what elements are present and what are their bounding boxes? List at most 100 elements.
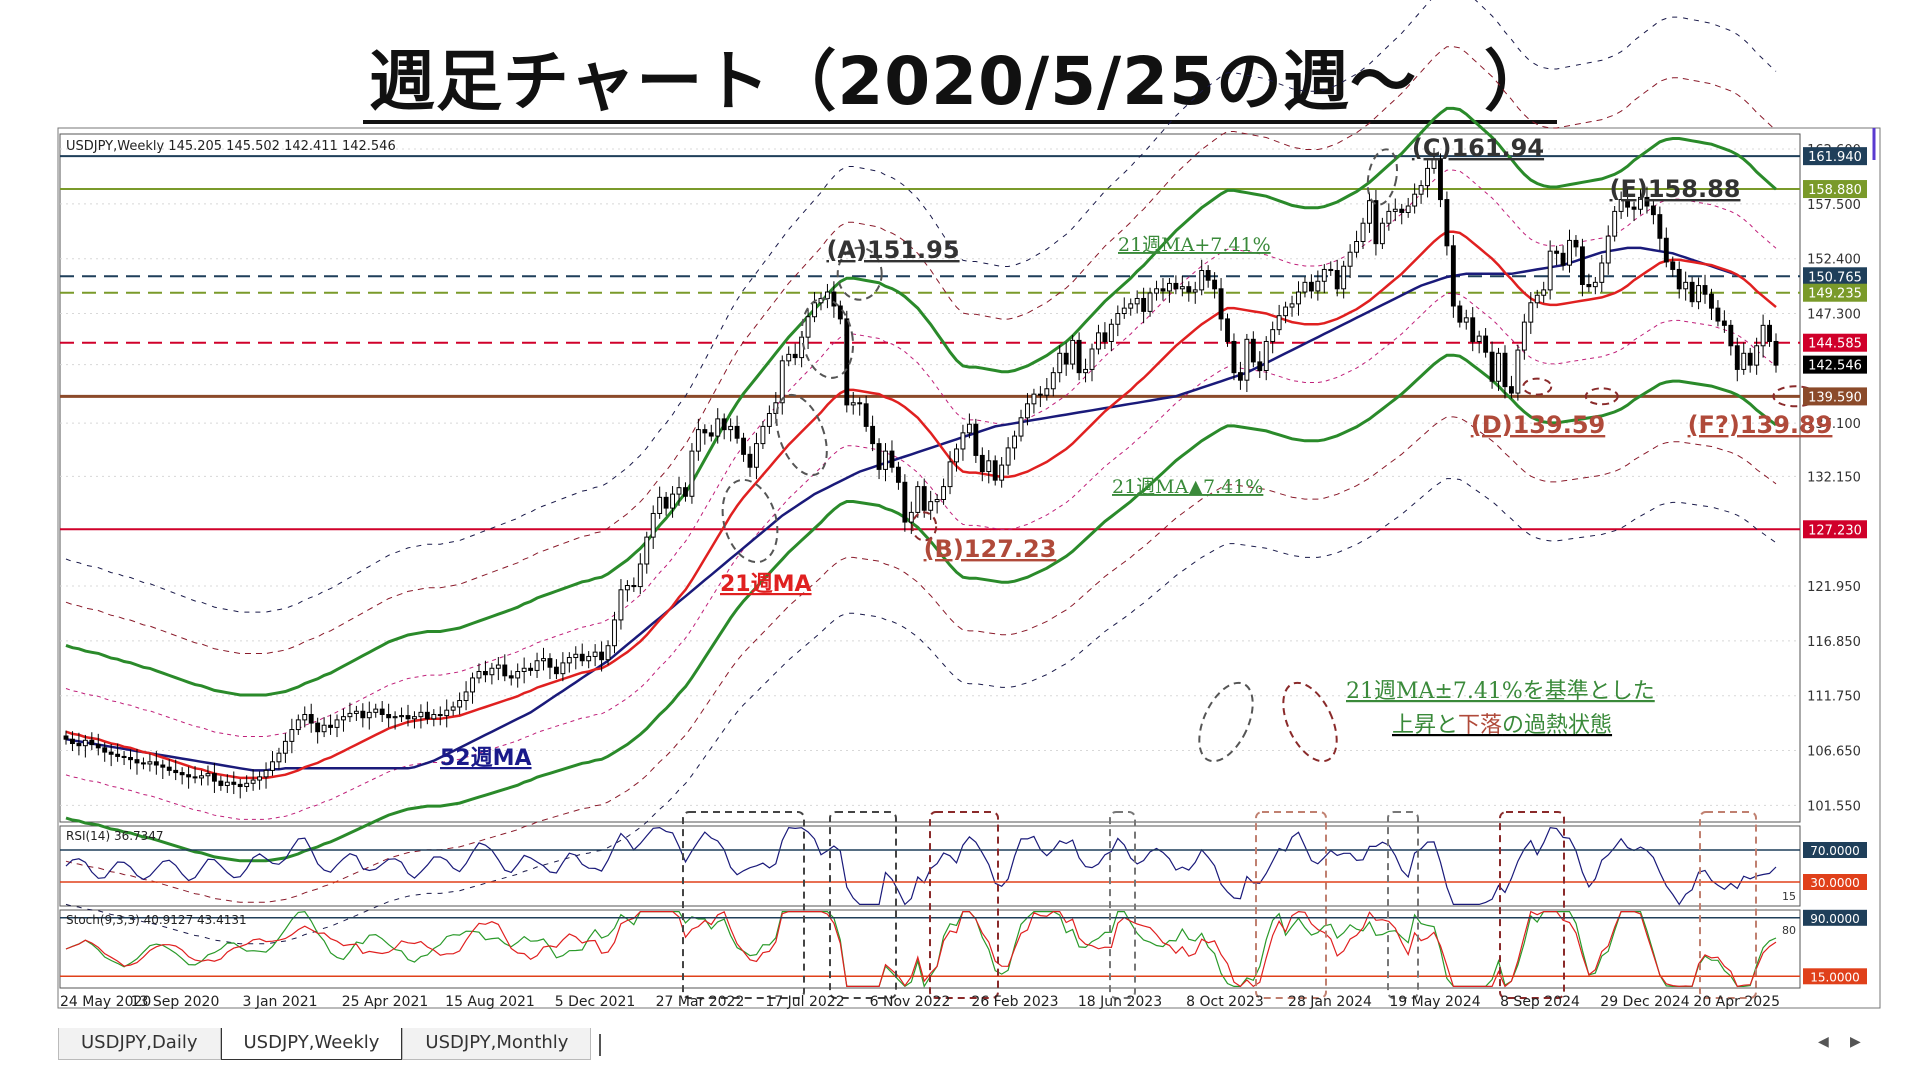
candle bbox=[1089, 343, 1095, 382]
candle bbox=[418, 704, 424, 729]
candle-body bbox=[528, 667, 534, 671]
candle bbox=[1696, 277, 1702, 310]
candle-body bbox=[341, 716, 346, 721]
candle bbox=[1734, 337, 1740, 382]
candle-body bbox=[295, 719, 301, 731]
candle-body bbox=[1231, 340, 1237, 374]
candle-body bbox=[1186, 286, 1192, 293]
candle-body bbox=[766, 413, 772, 427]
candle-body bbox=[89, 739, 95, 746]
candle bbox=[1657, 206, 1663, 251]
candle-body bbox=[818, 297, 824, 304]
candle bbox=[1192, 281, 1198, 304]
candle bbox=[1489, 341, 1495, 389]
candle bbox=[1773, 333, 1779, 373]
candle bbox=[637, 553, 643, 595]
candle bbox=[1315, 270, 1321, 301]
candle-body bbox=[734, 425, 740, 439]
usdjpy-weekly-chart[interactable]: 162.600157.500152.400147.300142.546137.1… bbox=[0, 0, 1920, 1020]
candle bbox=[850, 392, 856, 415]
candle bbox=[282, 733, 288, 763]
candle bbox=[276, 747, 282, 770]
candle-body bbox=[947, 461, 953, 488]
candle bbox=[1747, 347, 1753, 373]
candle bbox=[134, 748, 140, 775]
candle-body bbox=[76, 743, 82, 747]
overheat-ellipse-6 bbox=[1522, 377, 1553, 396]
candle-body bbox=[1173, 282, 1179, 290]
candle bbox=[63, 730, 69, 745]
candle-body bbox=[1244, 338, 1250, 381]
candle-body bbox=[824, 291, 830, 299]
candle-body bbox=[1760, 324, 1766, 347]
candle-body bbox=[412, 716, 417, 720]
candle bbox=[224, 774, 230, 793]
price-tick-label: 137.100 bbox=[1807, 417, 1861, 432]
band-minus15 bbox=[65, 416, 1777, 903]
scroll-right-icon[interactable]: ▶ bbox=[1850, 1034, 1861, 1050]
candle-body bbox=[1089, 348, 1095, 370]
candle-body bbox=[1347, 251, 1353, 267]
candle bbox=[1263, 336, 1269, 381]
candle bbox=[708, 424, 714, 442]
candle-body bbox=[1031, 393, 1037, 405]
candle-body bbox=[1631, 206, 1637, 210]
candle bbox=[1644, 186, 1650, 214]
candle bbox=[192, 766, 198, 784]
candle bbox=[1528, 292, 1534, 334]
tab-usdjpy-daily[interactable]: USDJPY,Daily bbox=[58, 1028, 221, 1060]
candle bbox=[599, 641, 605, 672]
candle bbox=[1347, 244, 1353, 279]
date-tick-label: 17 Jul 2022 bbox=[765, 994, 844, 1010]
candle-body bbox=[147, 761, 153, 765]
candle-body bbox=[70, 738, 75, 745]
candle-body bbox=[102, 747, 108, 753]
candle bbox=[1521, 314, 1527, 360]
candle bbox=[1425, 160, 1430, 198]
candle bbox=[231, 771, 237, 795]
candle bbox=[199, 770, 204, 786]
candle-body bbox=[1121, 307, 1127, 315]
candle bbox=[508, 670, 514, 686]
candle-body bbox=[470, 677, 475, 693]
candle-body bbox=[599, 651, 605, 661]
candle bbox=[747, 446, 753, 477]
candle bbox=[573, 646, 579, 670]
candle bbox=[1412, 183, 1418, 214]
candle-body bbox=[573, 653, 579, 659]
level-price-tag bbox=[1803, 520, 1867, 539]
candle bbox=[399, 707, 404, 723]
tab-usdjpy-weekly[interactable]: USDJPY,Weekly bbox=[220, 1028, 403, 1060]
candle bbox=[960, 424, 966, 461]
level-price-label: 158.880 bbox=[1808, 183, 1862, 198]
candle-body bbox=[1663, 237, 1669, 263]
candle bbox=[1683, 271, 1689, 301]
candle-body bbox=[1160, 288, 1166, 292]
overheat-ellipse-4 bbox=[911, 511, 938, 542]
candle bbox=[883, 443, 888, 482]
candle bbox=[947, 451, 953, 495]
candle bbox=[579, 643, 585, 667]
label-lower: 21週MA▲7.41% bbox=[1112, 476, 1263, 498]
candle-body bbox=[1392, 208, 1398, 212]
candle-body bbox=[1212, 279, 1218, 290]
candle bbox=[650, 505, 656, 549]
tab-usdjpy-monthly[interactable]: USDJPY,Monthly bbox=[402, 1028, 592, 1060]
scroll-left-icon[interactable]: ◀ bbox=[1818, 1034, 1829, 1050]
candle-body bbox=[63, 735, 69, 740]
candle bbox=[1147, 287, 1153, 317]
candle bbox=[1199, 259, 1205, 296]
candle-body bbox=[1547, 250, 1553, 291]
overheat-ellipse-0 bbox=[721, 478, 779, 564]
candle-body bbox=[779, 360, 785, 404]
candle-body bbox=[379, 708, 385, 715]
price-tick-label: 121.950 bbox=[1807, 580, 1861, 595]
indicator-level-label: 30.0000 bbox=[1810, 876, 1860, 890]
candle bbox=[179, 767, 185, 785]
candle-body bbox=[837, 305, 843, 320]
candle-body bbox=[489, 667, 495, 676]
candle-body bbox=[328, 724, 334, 728]
candle-body bbox=[1283, 306, 1289, 317]
candle-body bbox=[1450, 245, 1456, 307]
candle-body bbox=[1218, 288, 1224, 320]
